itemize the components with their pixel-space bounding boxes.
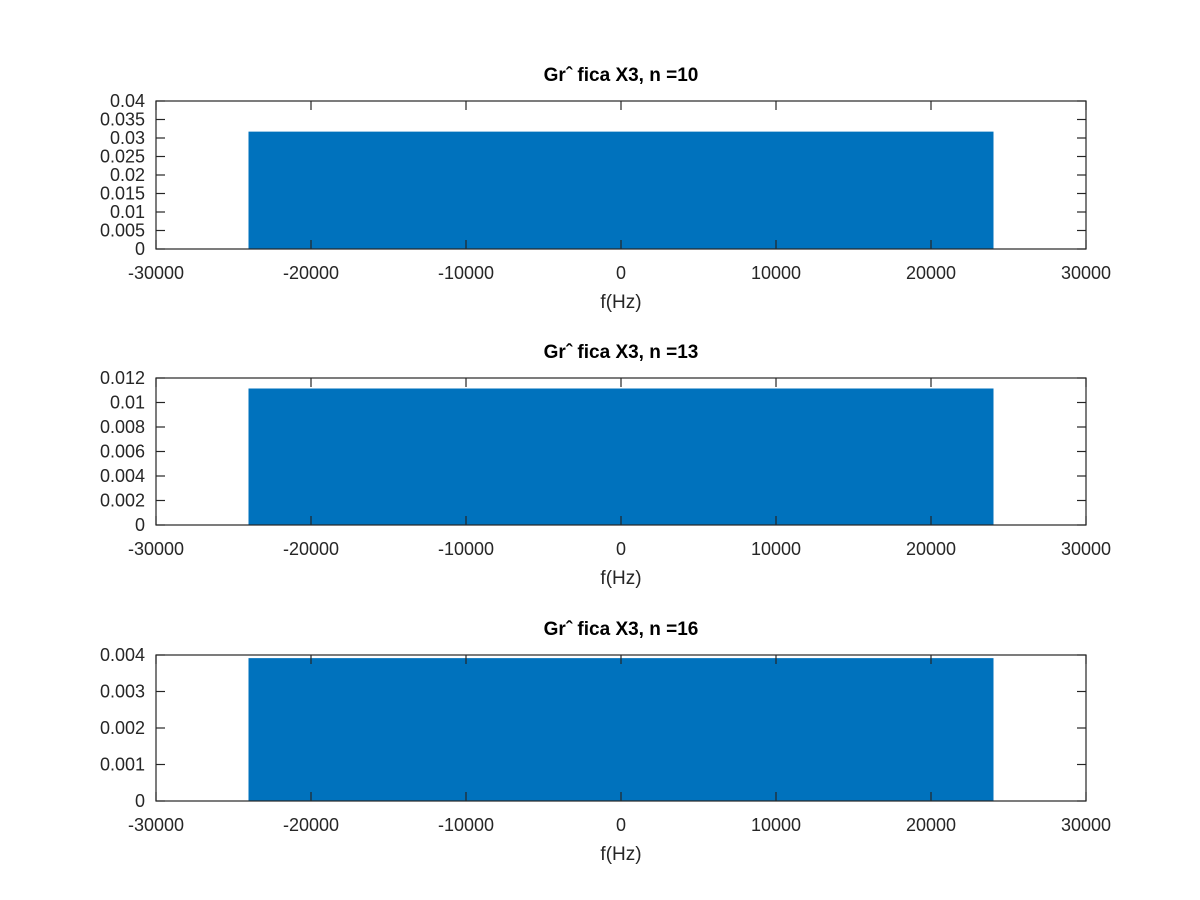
subplot-title: Grˆ fica X3, n =13 xyxy=(544,342,699,363)
subplot-title: Grˆ fica X3, n =16 xyxy=(544,619,699,640)
x-tick-label: -10000 xyxy=(438,263,494,283)
y-tick-label: 0.04 xyxy=(110,91,145,111)
subplot-2: Grˆ fica X3, n =13 f(Hz) -30000 -20000 -10… xyxy=(100,342,1111,589)
subplot-title: Grˆ fica X3, n =10 xyxy=(544,65,699,86)
y-tick-label: 0.02 xyxy=(110,165,145,185)
x-tick-label: -20000 xyxy=(283,539,339,559)
data-area-series-1 xyxy=(248,131,994,250)
y-tick-label: 0.025 xyxy=(100,147,145,167)
y-tick-label: 0.003 xyxy=(100,682,145,702)
y-tick-label: 0.001 xyxy=(100,755,145,775)
x-tick-label: 30000 xyxy=(1061,263,1111,283)
y-tick-label: 0.015 xyxy=(100,184,145,204)
data-area-series-1 xyxy=(248,388,994,526)
x-tick-label: -30000 xyxy=(128,815,184,835)
x-tick-label: 10000 xyxy=(751,263,801,283)
y-tick-label: 0.01 xyxy=(110,393,145,413)
x-tick-label: 10000 xyxy=(751,815,801,835)
y-tick-label: 0.004 xyxy=(100,466,145,486)
y-tick-label: 0.035 xyxy=(100,110,145,130)
x-tick-label: 0 xyxy=(616,263,626,283)
y-tick-label: 0.004 xyxy=(100,645,145,665)
x-tick-label: -10000 xyxy=(438,539,494,559)
x-tick-label: 30000 xyxy=(1061,539,1111,559)
x-axis-label: f(Hz) xyxy=(600,844,641,865)
y-tick-label: 0.01 xyxy=(110,202,145,222)
y-tick-label: 0.002 xyxy=(100,718,145,738)
y-tick-label: 0.03 xyxy=(110,128,145,148)
y-tick-label: 0.005 xyxy=(100,221,145,241)
x-tick-label: 0 xyxy=(616,815,626,835)
y-tick-label: 0.008 xyxy=(100,417,145,437)
x-axis-label: f(Hz) xyxy=(600,292,641,313)
x-axis-label: f(Hz) xyxy=(600,568,641,589)
data-area-series-1 xyxy=(248,658,994,802)
x-tick-label: 20000 xyxy=(906,539,956,559)
x-tick-label: -20000 xyxy=(283,263,339,283)
x-tick-label: 10000 xyxy=(751,539,801,559)
x-tick-label: 20000 xyxy=(906,263,956,283)
x-tick-label: 20000 xyxy=(906,815,956,835)
x-tick-label: -20000 xyxy=(283,815,339,835)
x-tick-label: 0 xyxy=(616,539,626,559)
x-tick-label: -30000 xyxy=(128,263,184,283)
x-tick-label: -30000 xyxy=(128,539,184,559)
subplot-1: Grˆ fica X3, n =10 f(Hz) -30000 -20000 -10… xyxy=(100,65,1111,313)
y-tick-label: 0.006 xyxy=(100,442,145,462)
subplot-3: Grˆ fica X3, n =16 f(Hz) -30000 -20000 -10… xyxy=(100,619,1111,865)
y-tick-label: 0.002 xyxy=(100,491,145,511)
x-tick-label: -10000 xyxy=(438,815,494,835)
y-tick-label: 0 xyxy=(135,791,145,811)
y-tick-label: 0 xyxy=(135,515,145,535)
x-tick-label: 30000 xyxy=(1061,815,1111,835)
y-tick-label: 0.012 xyxy=(100,368,145,388)
y-tick-label: 0 xyxy=(135,239,145,259)
